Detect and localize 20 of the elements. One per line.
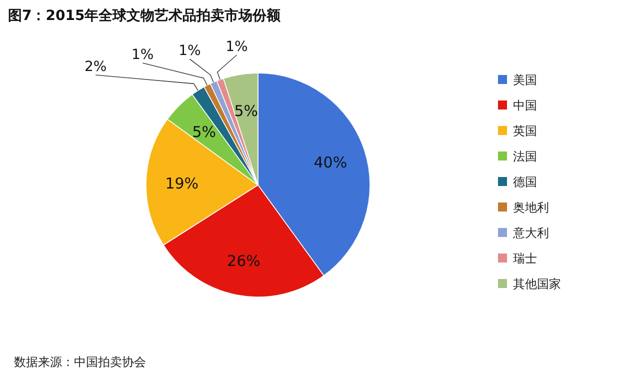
legend-label: 瑞士 — [513, 252, 537, 266]
chart-title: 图7：2015年全球文物艺术品拍卖市场份额 — [8, 7, 282, 24]
data-label: 1% — [178, 43, 201, 59]
data-label: 5% — [192, 123, 216, 142]
legend-label: 中国 — [513, 98, 537, 112]
data-label: 1% — [132, 47, 154, 63]
legend-label: 法国 — [513, 150, 537, 164]
legend-label: 英国 — [513, 124, 537, 138]
source-note: 数据来源：中国拍卖协会 — [14, 355, 146, 369]
legend-label: 其他国家 — [513, 277, 561, 291]
data-label: 2% — [84, 59, 107, 75]
data-label: 1% — [226, 39, 248, 55]
legend-label: 美国 — [513, 73, 537, 87]
legend-label: 意大利 — [512, 226, 549, 240]
data-label: 5% — [234, 102, 258, 120]
data-label: 40% — [314, 153, 348, 172]
data-label: 19% — [165, 174, 199, 193]
data-label: 26% — [227, 252, 260, 270]
legend-label: 德国 — [513, 175, 537, 189]
legend-label: 奥地利 — [513, 200, 549, 214]
